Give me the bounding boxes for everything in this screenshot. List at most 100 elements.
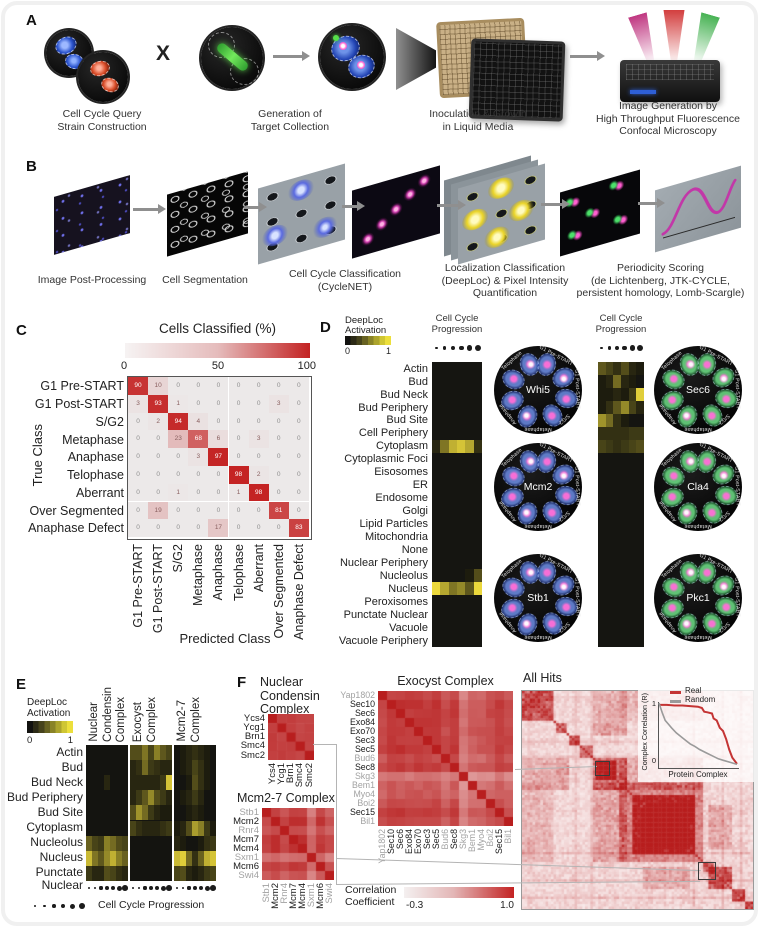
compartment-label: Mitochondria: [365, 531, 428, 543]
panel-e-label: E: [16, 676, 27, 693]
heatmap-cell: [116, 850, 122, 866]
progression-dot: [122, 885, 128, 891]
matrix-cell: 0: [208, 465, 229, 484]
matrix-cell: 0: [128, 412, 149, 431]
matrix-cell: 0: [268, 483, 289, 502]
predicted-class-tick: G1 Post-START: [151, 544, 166, 634]
heatmap-cell: [148, 790, 154, 806]
predicted-class-tick: Anaphase: [211, 544, 226, 601]
matrix-cell: 0: [168, 448, 189, 466]
heatmap-cell: [198, 850, 204, 866]
matrix-cell: 0: [228, 519, 249, 537]
deeploc-heatmap-right-cell: [636, 426, 645, 440]
heatmap-cell: [104, 865, 110, 881]
progression-dot: [79, 903, 85, 909]
matrix-cell: 0: [228, 412, 249, 431]
colorbar-tick: 50: [211, 360, 225, 372]
matrix-cell: 0: [148, 465, 169, 484]
mcm2-7-title: Mcm2-7 Complex: [237, 791, 335, 805]
step-caption: Inoculation & Growth in Liquid Media: [429, 108, 527, 133]
compartment-label: Nuclear Periphery: [339, 556, 428, 569]
matrix-cell: 0: [148, 448, 169, 466]
deeploc-heatmap-right-cell: [598, 413, 606, 427]
arrow-icon: [570, 51, 605, 60]
heatmap-cell: [204, 865, 210, 881]
matrix-cell: 2: [148, 412, 169, 431]
progression-dot: [193, 886, 197, 890]
microscope-led: [630, 90, 656, 94]
panel-d-label: D: [320, 319, 331, 336]
activated-node: [508, 196, 534, 225]
progression-dot: [622, 345, 628, 351]
heatmap-cell: [104, 775, 110, 791]
heatmap-cell: [192, 775, 198, 791]
confusion-matrix-title: Cells Classified (%): [158, 321, 277, 336]
matrix-cell: 3: [248, 430, 269, 449]
protein-tick: Brn1: [244, 731, 265, 743]
heatmap-cell: [130, 820, 136, 836]
compartment-label: Bud: [61, 759, 83, 774]
heatmap-cell: [198, 760, 204, 776]
deeploc-heatmap-right-cell: [613, 426, 621, 440]
deeploc-legend-title: Activation: [27, 708, 71, 719]
predicted-class-tick: Aberrant: [251, 544, 266, 592]
protein-label: Stb1: [527, 592, 549, 604]
heatmap-cell: [122, 850, 128, 866]
activated-node: [312, 213, 338, 241]
inset-xlabel: Protein Complex: [668, 770, 728, 779]
matrix-cell: 0: [268, 448, 289, 466]
correlation-colorbar-label: Correlation Coefficient: [345, 884, 397, 908]
heatmap-cell: [160, 790, 166, 806]
arrow-icon: [273, 51, 310, 60]
deeploc-heatmap-left-cell: [448, 439, 458, 453]
deeploc-heatmap-right-cell: [621, 400, 629, 414]
progression-dot: [160, 885, 166, 891]
heatmap-cell: [180, 760, 186, 776]
deeploc-heatmap-right-cell: [598, 362, 606, 375]
deeploc-heatmap-right-cell: [628, 439, 637, 453]
heatmap-cell: [210, 850, 216, 866]
compartment-label: Golgi: [402, 505, 428, 518]
step-caption: Periodicity Scoring (de Lichtenberg, JTK…: [576, 262, 745, 299]
matrix-cell: 0: [128, 448, 149, 466]
matrix-cell: 0: [188, 501, 209, 520]
heatmap-cell: [192, 790, 198, 806]
deeploc-heatmap-left-cell: [473, 439, 482, 453]
progression-dot: [607, 346, 612, 350]
cross-symbol: X: [156, 42, 171, 65]
compartment-label: Punctate Nuclear: [343, 608, 428, 621]
x-axis-label: Predicted Class: [179, 631, 271, 646]
matrix-cell: 0: [128, 430, 149, 449]
deeploc-colorbar: [27, 721, 73, 733]
compartment-label: Nucleus: [388, 582, 428, 595]
deeploc-heatmap-right-cell: [605, 439, 614, 453]
segmentation-mask: [167, 171, 248, 257]
heatmap-cell: [142, 745, 148, 761]
protein-tick: Boi2: [357, 798, 375, 808]
predicted-class-tick: Over Segmented: [271, 544, 286, 639]
protein-tick: Myo4: [353, 789, 375, 799]
progression-dot: [61, 903, 66, 909]
protein-tick: Mcm7: [233, 833, 259, 845]
matrix-cell: 17: [208, 519, 229, 537]
matrix-cell: 0: [148, 430, 169, 449]
phase-label: Metaphase: [524, 633, 552, 640]
heatmap-cell: [154, 745, 160, 761]
protein-label: Whi5: [526, 384, 550, 396]
colorbar-max: 1: [385, 346, 391, 356]
matrix-cell: 0: [208, 394, 229, 413]
deeploc-heatmap-right-cell: [598, 426, 606, 440]
heatmap-cell: [148, 805, 154, 821]
heatmap-cell: [160, 745, 166, 761]
heatmap-cell: [180, 790, 186, 806]
deeploc-legend-title: DeepLoc: [27, 697, 68, 708]
matrix-cell: 19: [148, 501, 169, 520]
heatmap-cell: [130, 805, 136, 821]
heatmap-cell: [210, 835, 216, 851]
deeploc-heatmap-right-cell: [605, 362, 614, 375]
deeploc-heatmap-right-cell: [605, 413, 614, 427]
progression-dot: [52, 904, 56, 908]
matrix-cell: 94: [168, 412, 189, 431]
deeploc-heatmap-right-cell: [613, 439, 621, 453]
heatmap-cell: [86, 850, 92, 866]
